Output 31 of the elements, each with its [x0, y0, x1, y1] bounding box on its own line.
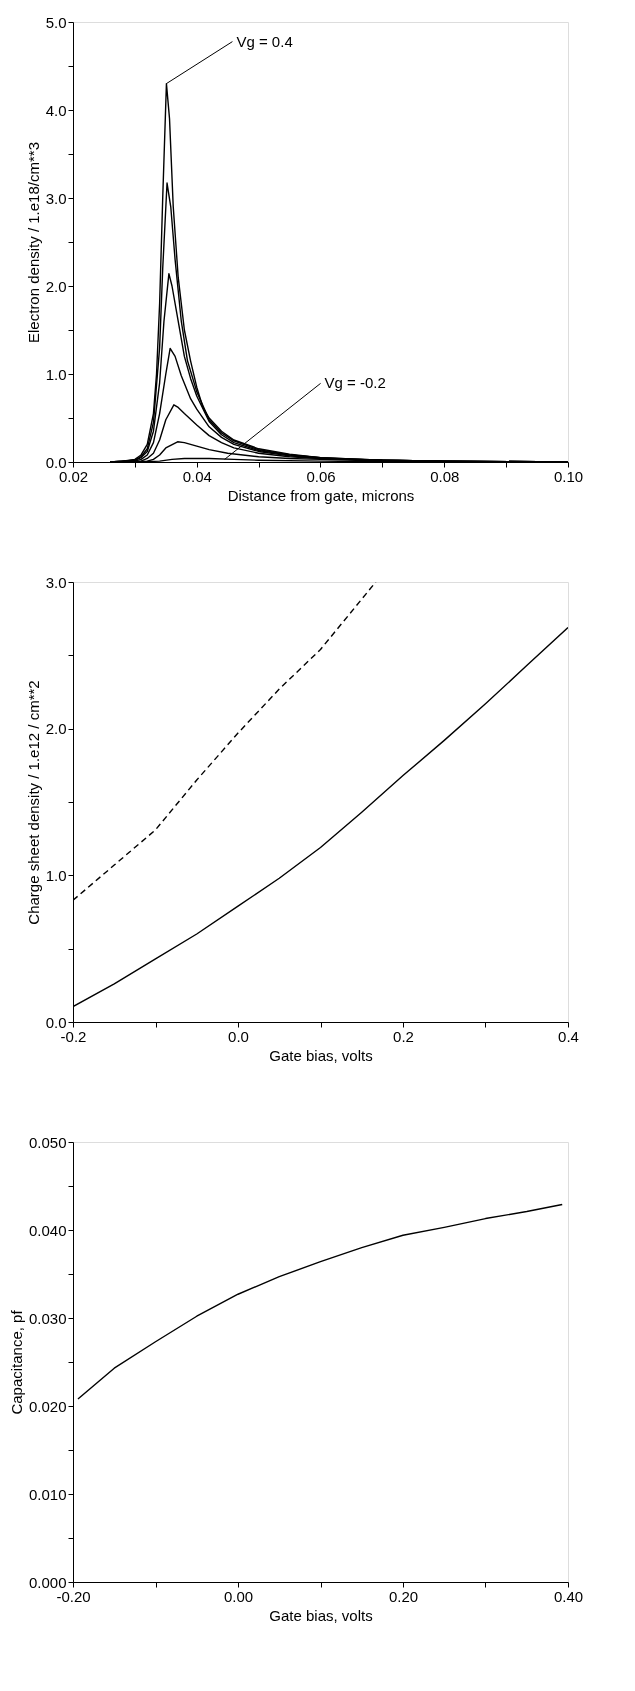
x-tick-label: 0.06 [306, 467, 336, 485]
y-tick-label: 0.020 [28, 1397, 67, 1415]
y-tick-label: 2.0 [45, 277, 67, 295]
y-axis-title: Capacitance, pf [7, 1309, 25, 1415]
x-axis-title: Gate bias, volts [269, 1606, 373, 1624]
x-tick-label: 0.10 [553, 467, 584, 485]
x-tick-label: 0.00 [223, 1587, 254, 1605]
y-tick-label: 1.0 [45, 365, 67, 383]
x-tick-label: 0.4 [558, 1027, 579, 1045]
x-tick-label: 0.08 [430, 467, 460, 485]
annotation: Vg = -0.2 [324, 374, 386, 392]
y-tick-label: 2.0 [45, 720, 67, 738]
x-tick-label: 0.2 [393, 1027, 414, 1045]
y-tick-label: 0.050 [28, 1133, 67, 1151]
annotation: Vg = 0.4 [236, 32, 293, 50]
y-tick-label: 4.0 [45, 101, 67, 119]
y-tick-label: 3.0 [45, 573, 67, 591]
x-tick-label: 0.40 [553, 1587, 584, 1605]
y-axis-title: Charge sheet density / 1.e12 / cm**2 [24, 680, 42, 925]
y-tick-label: 3.0 [45, 189, 67, 207]
x-tick-label: 0.20 [388, 1587, 419, 1605]
x-axis-title: Gate bias, volts [269, 1046, 373, 1064]
y-tick-label: 0.030 [28, 1309, 67, 1327]
y-tick-label: 0.010 [28, 1485, 67, 1503]
x-axis-title: Distance from gate, microns [227, 486, 415, 504]
x-tick-label: 0.0 [228, 1027, 249, 1045]
y-tick-label: 0.040 [28, 1221, 67, 1239]
y-tick-label: 5.0 [45, 13, 67, 31]
y-axis-title: Electron density / 1.e18/cm**3 [24, 142, 42, 343]
y-tick-label: 1.0 [45, 866, 67, 884]
x-tick-label: 0.04 [182, 467, 212, 485]
